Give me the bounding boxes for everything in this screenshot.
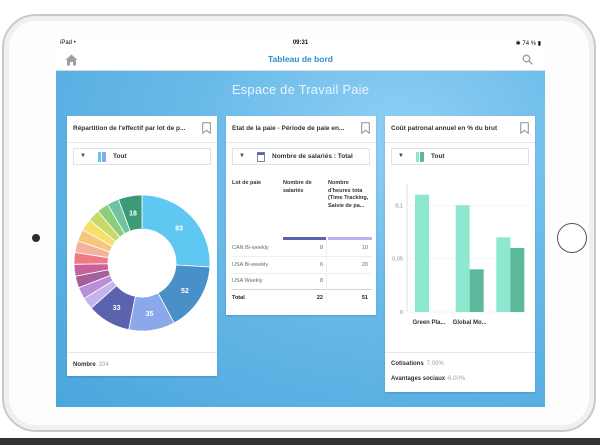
home-icon[interactable] <box>65 54 78 66</box>
filter-dropdown[interactable]: ▼ Nombre de salariés : Total <box>232 148 370 165</box>
vertical-divider <box>326 237 327 303</box>
table-cell: 8 <box>319 245 323 251</box>
row-divider <box>232 256 372 257</box>
table-cell: 6 <box>319 262 323 268</box>
status-battery: ✱ 74 % ▮ <box>515 41 541 47</box>
footer-value: 6,00% <box>448 376 466 382</box>
card-title: Etat de la paie - Période de paie en... <box>232 125 345 132</box>
donut-slice-label: 52 <box>181 288 189 295</box>
card-cout-patronal[interactable]: Coût patronal annuel en % du brut ▼ Tout… <box>385 116 535 392</box>
card-title: Coût patronal annuel en % du brut <box>391 125 498 132</box>
bar[interactable] <box>455 205 470 312</box>
bar[interactable] <box>510 248 525 312</box>
top-bar: Tableau de bord <box>56 49 545 71</box>
status-device: iPad • <box>60 40 76 46</box>
filter-dropdown[interactable]: ▼ Tout <box>391 148 529 165</box>
footer-label: Avantages sociaux <box>391 376 446 382</box>
x-tick-label: Global Mo... <box>453 320 487 326</box>
footer-label: Cotisations <box>391 361 424 367</box>
segment-icon <box>416 152 424 162</box>
donut-slice-label: 18 <box>129 210 137 217</box>
y-tick-label: 0 <box>400 310 403 316</box>
card-effectif[interactable]: Répartition de l'effectif par lot de p..… <box>67 116 217 376</box>
document-icon <box>257 152 265 162</box>
row-divider <box>232 289 372 290</box>
y-tick-label: 0,05 <box>392 257 403 263</box>
status-time: 09:31 <box>292 40 309 46</box>
ipad-screen: iPad • 09:31 ✱ 74 % ▮ Tableau de bord Es… <box>56 39 545 407</box>
x-tick-label: Green Pla... <box>412 320 445 326</box>
bar[interactable] <box>415 194 429 312</box>
table-cell: 8 <box>319 278 323 284</box>
divider <box>385 352 535 353</box>
filter-dropdown[interactable]: ▼ Tout <box>73 148 211 165</box>
donut-chart[interactable]: 83 52 35 33 18 <box>73 194 211 332</box>
column-header-salaries: Nombre de salariés <box>283 180 312 194</box>
table-cell: 10 <box>361 245 368 251</box>
table-cell: 20 <box>361 262 368 268</box>
filter-label: Tout <box>113 153 127 160</box>
card-etat-paie[interactable]: Etat de la paie - Période de paie en... … <box>226 116 376 315</box>
footer-total: Nombre 334 <box>73 362 109 368</box>
chevron-down-icon: ▼ <box>398 153 404 159</box>
divider <box>226 142 376 143</box>
table-total-salaries: 22 <box>316 295 323 301</box>
table-total-label: Total <box>232 295 245 301</box>
header-bar <box>283 237 326 240</box>
divider <box>67 352 217 353</box>
filter-label: Tout <box>431 153 445 160</box>
donut-slice[interactable] <box>141 194 211 268</box>
chevron-down-icon: ▼ <box>239 153 245 159</box>
card-title: Répartition de l'effectif par lot de p..… <box>73 125 186 132</box>
chevron-down-icon: ▼ <box>80 153 86 159</box>
payroll-table: Lot de paie Nombre de salariés Nombre d'… <box>226 116 376 315</box>
donut-slice-label: 35 <box>146 311 154 318</box>
footer-cotisations: Cotisations 7,00% <box>391 361 444 367</box>
search-icon[interactable] <box>522 54 533 65</box>
status-bar: iPad • 09:31 ✱ 74 % ▮ <box>56 39 545 49</box>
divider <box>385 142 535 143</box>
y-tick-label: 0,1 <box>395 203 403 209</box>
bookmark-icon[interactable] <box>520 122 529 134</box>
header-bar <box>328 237 372 240</box>
footer-label: Nombre <box>73 362 96 368</box>
donut-slice[interactable] <box>117 194 143 232</box>
bookmark-icon[interactable] <box>202 122 211 134</box>
donut-slice-label: 83 <box>175 226 183 233</box>
bar[interactable] <box>496 237 511 312</box>
bar[interactable] <box>469 269 484 312</box>
footer-value: 7,00% <box>426 361 444 367</box>
bar-chart[interactable]: 0 0,05 0,1 Green Pla... Global Mo... <box>385 176 535 346</box>
row-divider <box>232 273 372 274</box>
divider <box>67 142 217 143</box>
footer-value: 334 <box>98 362 109 368</box>
column-header-heures: Nombre d'heures tota (Time Tracking, Sai… <box>328 180 369 209</box>
donut-slice-label: 33 <box>113 305 121 312</box>
app-title: Tableau de bord <box>267 54 334 64</box>
workspace-title: Espace de Travail Paie <box>231 82 370 97</box>
camera <box>32 234 40 242</box>
footer-avantages: Avantages sociaux 6,00% <box>391 376 465 382</box>
bookmark-icon[interactable] <box>361 122 370 134</box>
segment-icon <box>98 152 106 162</box>
home-button[interactable] <box>557 223 587 253</box>
table-total-heures: 51 <box>361 295 368 301</box>
table-cell: USA Bi-weekly <box>232 262 269 268</box>
filter-label: Nombre de salariés : Total <box>272 153 353 160</box>
table-cell: CAN Bi-weekly <box>232 245 269 251</box>
table-cell: USA Weekly <box>232 278 263 284</box>
column-header-lot: Lot de paie <box>232 180 262 186</box>
bottom-bar <box>0 438 600 445</box>
